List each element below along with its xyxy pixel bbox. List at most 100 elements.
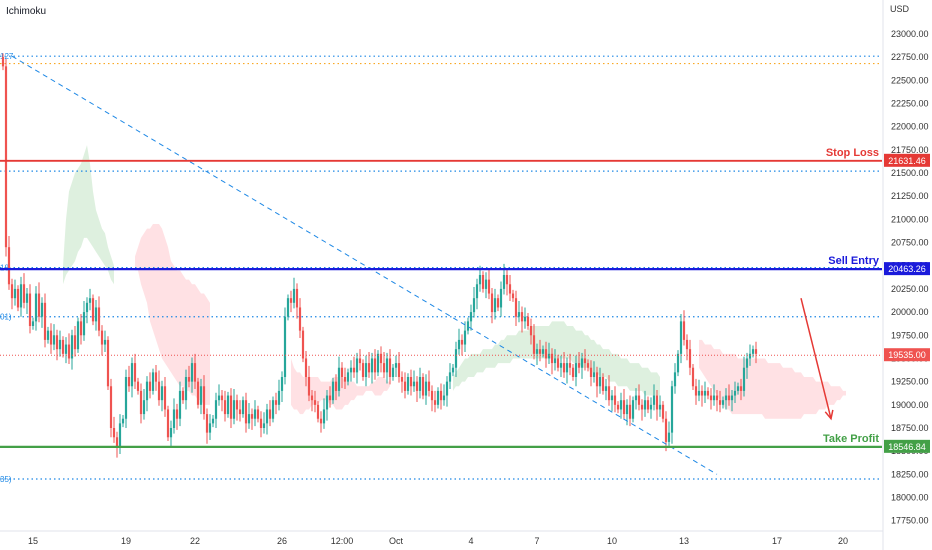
- candle-body: [505, 275, 509, 285]
- candle-body: [487, 279, 491, 294]
- candle-body: [670, 386, 674, 433]
- candle-body: [511, 293, 515, 299]
- candle-body: [595, 372, 599, 387]
- candle-body: [514, 298, 518, 317]
- candle-body: [598, 377, 602, 387]
- candle-body: [727, 395, 731, 401]
- candle-body: [466, 321, 470, 331]
- candle-body: [559, 363, 563, 368]
- candle-body: [199, 386, 203, 405]
- candle-body: [694, 386, 698, 396]
- price-axis-tick-label: 18750.00: [891, 423, 929, 433]
- candle-body: [397, 363, 401, 377]
- candle-body: [31, 321, 35, 326]
- candle-body: [643, 400, 647, 410]
- candle-body: [220, 395, 224, 401]
- candle-body: [532, 335, 536, 354]
- candle-body: [712, 395, 716, 401]
- candle-body: [172, 409, 176, 428]
- candle-body: [658, 404, 662, 410]
- candle-body: [622, 400, 626, 415]
- sell-entry-label: Sell Entry: [828, 255, 880, 267]
- price-axis-tick-label: 18000.00: [891, 493, 929, 503]
- candle-body: [724, 395, 728, 401]
- candle-body: [7, 247, 11, 285]
- price-axis-tick-label: 20750.00: [891, 238, 929, 248]
- candle-body: [499, 288, 503, 308]
- candle-body: [232, 400, 236, 419]
- candle-body: [457, 339, 461, 350]
- forecast-arrow-head: [824, 409, 834, 421]
- candle-body: [103, 339, 107, 345]
- candle-body: [82, 312, 86, 336]
- candle-body: [454, 349, 458, 368]
- candle-body: [13, 288, 17, 299]
- time-axis-tick-label: 7: [534, 536, 539, 546]
- candle-body: [76, 321, 80, 350]
- candle-body: [145, 381, 149, 401]
- candle-body: [433, 400, 437, 405]
- descending-trendline: [11, 55, 718, 475]
- candle-body: [607, 386, 611, 401]
- candle-body: [385, 358, 389, 373]
- candle-body: [400, 377, 404, 382]
- candle-body: [742, 367, 746, 391]
- price-axis-tick-label: 21500.00: [891, 168, 929, 178]
- candle-body: [178, 390, 182, 419]
- candle-body: [328, 395, 332, 401]
- candle-body: [265, 409, 269, 424]
- candle-body: [619, 400, 623, 410]
- time-axis-tick-label: 17: [772, 536, 782, 546]
- candle-body: [121, 418, 125, 424]
- candle-body: [721, 400, 725, 405]
- candle-body: [208, 423, 212, 433]
- candle-body: [463, 330, 467, 345]
- candle-body: [736, 386, 740, 391]
- candle-body: [34, 293, 38, 322]
- candle-body: [106, 339, 110, 387]
- candle-body: [754, 349, 758, 354]
- price-axis-tick-label: 20000.00: [891, 307, 929, 317]
- candle-body: [256, 409, 260, 419]
- stop-loss-price-tag-text: 21631.46: [888, 156, 926, 166]
- candle-body: [322, 409, 326, 424]
- candle-body: [40, 302, 44, 317]
- candle-body: [412, 381, 416, 387]
- time-axis-tick-label: 10: [607, 536, 617, 546]
- price-axis-tick-label: 19750.00: [891, 330, 929, 340]
- candle-body: [289, 298, 293, 303]
- candle-body: [160, 386, 164, 401]
- indicator-label: Ichimoku: [6, 6, 46, 17]
- candle-body: [616, 404, 620, 410]
- candle-body: [601, 377, 605, 391]
- candle-body: [43, 302, 47, 340]
- time-axis-tick-label: 15: [28, 536, 38, 546]
- time-axis-tick-label: 26: [277, 536, 287, 546]
- candle-body: [568, 363, 572, 368]
- candle-body: [136, 381, 140, 391]
- candle-body: [238, 409, 242, 415]
- candle-body: [229, 395, 233, 419]
- price-axis-tick-label: 20250.00: [891, 284, 929, 294]
- candle-body: [685, 339, 689, 350]
- take-profit-price-tag: [884, 439, 930, 453]
- fib-level-label: 01): [0, 313, 12, 322]
- candle-body: [547, 353, 551, 359]
- candle-body: [625, 404, 629, 415]
- candle-body: [310, 395, 314, 401]
- candle-body: [439, 390, 443, 401]
- candle-body: [64, 344, 68, 354]
- candle-body: [577, 363, 581, 368]
- candle-body: [370, 358, 374, 373]
- candle-body: [61, 339, 65, 354]
- candle-body: [586, 363, 590, 368]
- candle-body: [184, 377, 188, 401]
- candle-body: [610, 395, 614, 401]
- time-axis-tick-label: 20: [838, 536, 848, 546]
- price-axis-tick-label: 23000.00: [891, 29, 929, 39]
- candle-body: [253, 409, 257, 419]
- candle-body: [361, 363, 365, 377]
- candle-body: [340, 367, 344, 377]
